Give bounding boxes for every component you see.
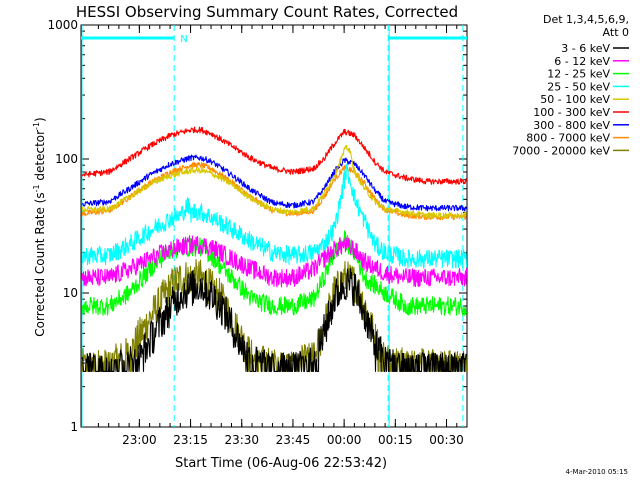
attenuator-label: N [180,34,187,45]
x-tick-label: 23:30 [224,433,259,447]
series-line [81,235,468,288]
y-tick-label: 1 [70,420,78,434]
series-line [81,154,468,212]
series-line [81,126,468,185]
plot-frame [80,24,468,428]
series-line [81,144,467,219]
y-tick-label: 10 [63,286,78,300]
series-line [81,163,468,269]
y-axis-label: Corrected Count Rate (s-1 detector-1) [32,117,47,336]
x-tick-label: 00:30 [429,433,464,447]
legend-entry-label: 300 - 800 keV [533,119,610,132]
legend-entry-label: 3 - 6 keV [561,42,610,55]
x-tick-label: 00:15 [378,433,413,447]
legend-header-line-2: Att 0 [603,26,629,39]
legend-entry-label: 25 - 50 keV [547,80,610,93]
x-tick-label: 23:00 [122,433,157,447]
chart-title: HESSI Observing Summary Count Rates, Cor… [76,3,458,21]
legend-entry-label: 12 - 25 keV [547,68,610,81]
x-tick-label: 00:00 [327,433,362,447]
x-axis-label: Start Time (06-Aug-06 22:53:42) [175,456,387,471]
legend-header-line-1: Det 1,3,4,5,6,9, [543,13,629,26]
legend-entry-label: 100 - 300 keV [533,106,610,119]
plot-area: 1 10 100 1000 23:00 23:15 23:30 23:45 00:00 00:15… [47,18,468,447]
y-tick-label: 1000 [47,18,78,32]
y-tick-label: 100 [55,152,78,166]
footer-timestamp: 4-Mar-2010 05:15 [566,468,628,476]
legend-entry-label: 50 - 100 keV [540,93,610,106]
legend-entry-label: 6 - 12 keV [554,55,610,68]
x-tick-label: 23:15 [173,433,208,447]
legend-entry-label: 7000 - 20000 keV [512,144,610,157]
legend-entry-label: 800 - 7000 keV [526,132,610,145]
series-line [81,268,467,372]
x-tick-label: 23:45 [276,433,311,447]
